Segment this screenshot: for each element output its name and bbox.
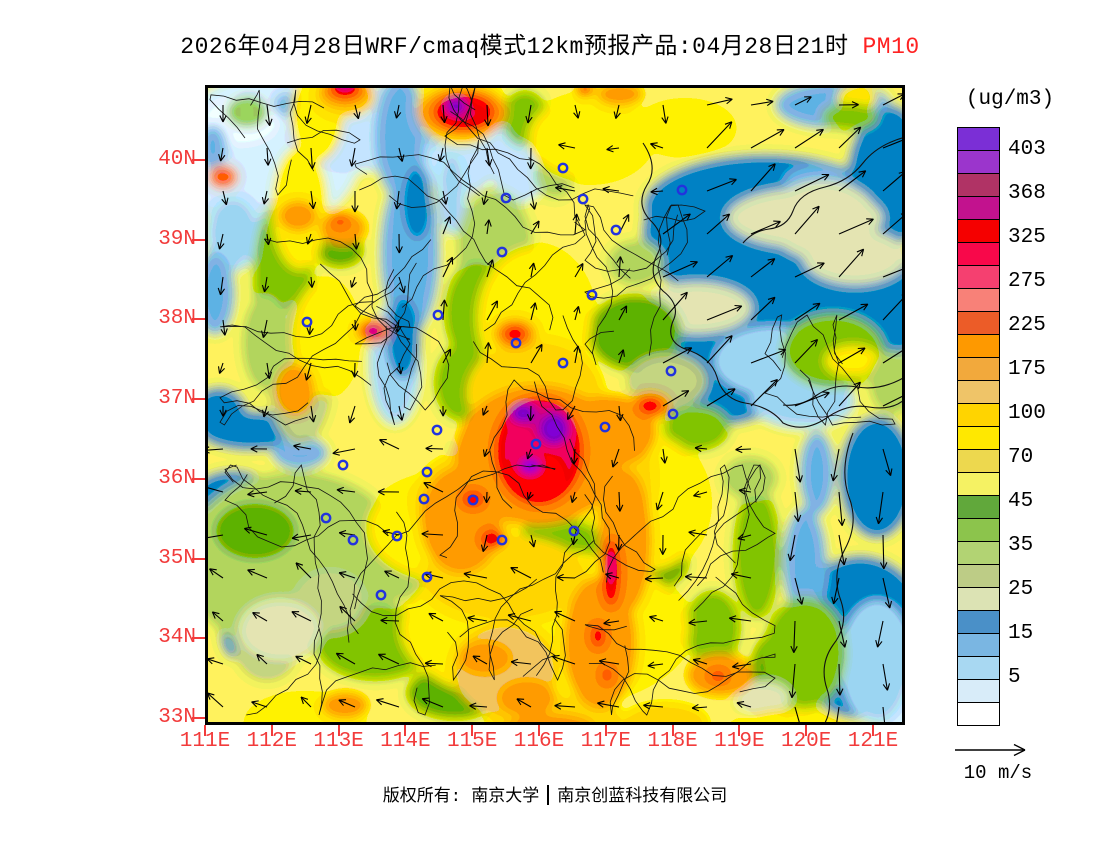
legend-color-cell — [957, 541, 1000, 565]
title-text: 2026年04月28日WRF/cmaq模式12km预报产品:04月28日21时 — [180, 34, 849, 60]
legend-color-cell — [957, 633, 1000, 657]
divider-bar — [547, 785, 550, 805]
lon-tick-icon — [337, 725, 340, 736]
legend-color-cell — [957, 610, 1000, 634]
copyright-line: 版权所有: 南京大学 南京创蓝科技有限公司 — [205, 781, 905, 807]
lon-tick-icon — [604, 725, 607, 736]
lon-tick-icon — [538, 725, 540, 736]
lat-tick-icon — [192, 318, 205, 321]
lon-label: 112E — [246, 730, 297, 753]
lon-tick-icon — [471, 725, 474, 736]
legend-value: 100 — [1008, 402, 1046, 425]
legend-value: 70 — [1008, 446, 1034, 469]
legend-value: 368 — [1008, 182, 1046, 205]
legend-value: 325 — [1008, 226, 1046, 249]
legend-color-cell — [957, 702, 1000, 726]
lat-label: 33N — [158, 705, 196, 729]
lat-label: 34N — [158, 626, 196, 650]
legend-color-cell — [957, 242, 1000, 266]
legend-color-cell — [957, 380, 1000, 404]
legend-value: 25 — [1008, 578, 1034, 601]
copyright-company: 南京创蓝科技有限公司 — [557, 788, 728, 807]
legend-color-cell — [957, 587, 1000, 611]
lat-label: 37N — [158, 387, 196, 411]
lat-tick-icon — [192, 716, 205, 719]
lon-label: 116E — [513, 730, 565, 753]
lon-label: 118E — [647, 730, 698, 753]
lat-label: 40N — [158, 148, 196, 171]
lat-tick-icon — [192, 238, 205, 241]
lat-tick-icon — [192, 477, 205, 480]
lon-tick-icon — [270, 725, 273, 736]
legend-color-cell — [957, 219, 1000, 243]
lon-tick-icon — [872, 725, 874, 736]
page-title: 2026年04月28日WRF/cmaq模式12km预报产品:04月28日21时 P… — [0, 26, 1100, 60]
lon-label: 113E — [313, 730, 364, 753]
lat-tick-icon — [192, 398, 205, 401]
concentration-field — [170, 60, 933, 776]
lat-label: 39N — [158, 227, 196, 251]
lat-label: 38N — [158, 307, 196, 331]
legend-color-cell — [957, 518, 1000, 542]
lon-label: 120E — [780, 730, 832, 753]
legend-color-cell — [957, 403, 1000, 427]
lat-tick-icon — [192, 637, 205, 640]
legend-value: 5 — [1008, 666, 1021, 689]
pm10-contour-map — [170, 60, 941, 776]
legend-value: 275 — [1008, 270, 1046, 293]
lon-tick-icon — [404, 725, 407, 736]
wind-vector-field — [199, 93, 919, 741]
legend-units-label: (ug/m3) — [965, 88, 1055, 111]
legend-color-cell — [957, 150, 1000, 174]
lon-label: 119E — [714, 730, 765, 753]
legend-color-cell — [957, 127, 1000, 151]
legend-color-cell — [957, 449, 1000, 473]
legend-value: 175 — [1008, 358, 1046, 381]
legend-color-cell — [957, 495, 1000, 519]
legend-color-cell — [957, 173, 1000, 197]
lon-label: 111E — [179, 730, 231, 753]
legend-color-cell — [957, 472, 1000, 496]
legend-color-cell — [957, 311, 1000, 335]
lat-label: 36N — [158, 466, 196, 490]
lon-tick-icon — [204, 725, 206, 736]
legend-value: 45 — [1008, 490, 1034, 513]
lon-tick-icon — [805, 725, 808, 736]
lat-label: 35N — [158, 546, 196, 570]
legend-color-cell — [957, 564, 1000, 588]
legend-value: 225 — [1008, 314, 1046, 337]
lat-tick-icon — [192, 159, 205, 161]
legend-color-cell — [957, 656, 1000, 680]
lon-tick-icon — [671, 725, 674, 736]
lon-label: 114E — [380, 730, 431, 753]
legend-color-cell — [957, 357, 1000, 381]
legend-color-cell — [957, 196, 1000, 220]
legend-color-cell — [957, 679, 1000, 703]
forecast-map — [170, 60, 941, 776]
legend-value: 403 — [1008, 138, 1046, 161]
wind-reference-arrow-icon — [955, 743, 1026, 757]
lon-label: 115E — [446, 730, 498, 753]
legend-color-cell — [957, 288, 1000, 312]
legend-value: 15 — [1008, 622, 1034, 645]
color-legend — [957, 127, 1000, 726]
legend-color-cell — [957, 265, 1000, 289]
admin-boundaries — [209, 84, 941, 724]
legend-color-cell — [957, 426, 1000, 450]
lon-label: 121E — [847, 730, 899, 753]
station-markers — [301, 162, 688, 601]
legend-color-cell — [957, 334, 1000, 358]
pollutant-label: PM10 — [862, 34, 920, 60]
lat-tick-icon — [192, 557, 205, 560]
copyright-owner: 版权所有: 南京大学 — [382, 788, 540, 807]
lon-tick-icon — [738, 725, 741, 736]
legend-value: 35 — [1008, 534, 1034, 557]
wind-reference-label: 10 m/s — [963, 762, 1033, 784]
lon-label: 117E — [580, 730, 631, 753]
